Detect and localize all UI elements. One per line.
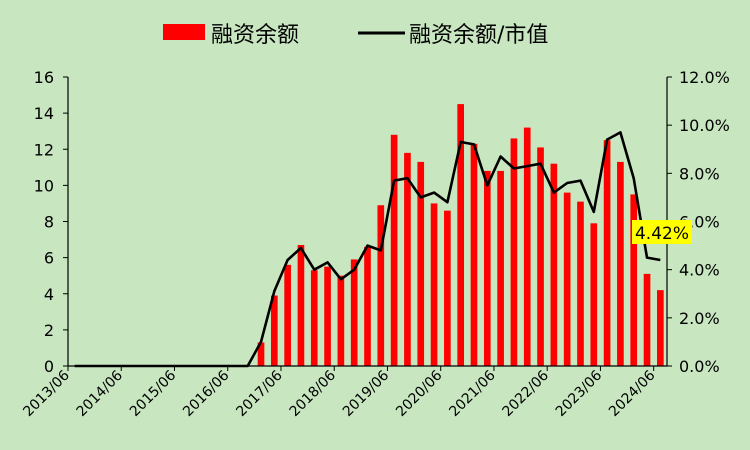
y-left-tick-label: 4 bbox=[44, 285, 54, 304]
ratio-line bbox=[74, 131, 661, 368]
y-left-axis: 0 2 4 6 8 10 12 14 16 bbox=[34, 68, 68, 376]
bar bbox=[497, 170, 504, 366]
bar bbox=[510, 138, 518, 366]
x-tick-label: 2016/06 bbox=[180, 367, 233, 420]
x-tick-label: 2017/06 bbox=[233, 367, 286, 420]
bar bbox=[444, 210, 451, 366]
x-axis: 2013/06 2014/06 2015/06 2016/06 2017/06 2018/… bbox=[20, 366, 659, 420]
x-tick-label: 2022/06 bbox=[500, 367, 553, 420]
bar bbox=[270, 295, 278, 366]
bar bbox=[337, 275, 345, 366]
y-left-tick-label: 12 bbox=[34, 140, 54, 159]
bar bbox=[630, 194, 638, 366]
legend: 融资余额 融资余额/市值 bbox=[163, 23, 548, 48]
bar bbox=[457, 104, 465, 366]
y-left-tick-label: 0 bbox=[44, 357, 54, 376]
bar bbox=[563, 192, 571, 366]
annotation-label: 4.42% bbox=[635, 224, 689, 244]
bar bbox=[590, 223, 598, 366]
y-left-tick-label: 6 bbox=[44, 249, 54, 268]
bar bbox=[297, 244, 305, 366]
bar bbox=[657, 290, 664, 366]
y-right-tick-label: 12.0% bbox=[679, 68, 730, 87]
bar bbox=[324, 266, 331, 366]
line-series bbox=[74, 131, 661, 368]
annotation: 4.42% bbox=[632, 220, 692, 244]
bar bbox=[417, 161, 425, 366]
y-right-tick-label: 10.0% bbox=[679, 116, 730, 135]
bar bbox=[617, 161, 624, 366]
annotation-box bbox=[632, 220, 692, 244]
y-left-tick-label: 16 bbox=[34, 68, 54, 87]
bar bbox=[523, 127, 531, 366]
y-left-tick-label: 2 bbox=[44, 321, 54, 340]
bar bbox=[310, 270, 318, 366]
x-tick-label: 2014/06 bbox=[74, 367, 127, 420]
bar bbox=[550, 163, 558, 366]
bar bbox=[257, 342, 265, 366]
x-tick-label: 2023/06 bbox=[553, 367, 606, 420]
bar bbox=[430, 203, 438, 366]
x-tick-label: 2024/06 bbox=[606, 367, 659, 420]
bar-series bbox=[257, 104, 664, 366]
y-right-tick-label: 4.0% bbox=[679, 261, 720, 280]
bar bbox=[643, 273, 651, 366]
legend-line-label: 融资余额/市值 bbox=[409, 23, 548, 48]
y-right-tick-label: 2.0% bbox=[679, 309, 720, 328]
bar bbox=[603, 140, 611, 366]
y-right-tick-label: 0.0% bbox=[679, 357, 720, 376]
legend-bar-swatch bbox=[163, 24, 205, 40]
x-tick-label: 2015/06 bbox=[127, 367, 180, 420]
bar bbox=[483, 170, 491, 366]
x-tick-label: 2019/06 bbox=[340, 367, 393, 420]
y-left-tick-label: 10 bbox=[34, 176, 54, 195]
bar bbox=[377, 205, 385, 366]
y-left-tick-label: 14 bbox=[34, 104, 54, 123]
bar bbox=[577, 201, 584, 366]
bar bbox=[537, 147, 544, 366]
bar bbox=[284, 264, 291, 366]
bar bbox=[364, 246, 371, 366]
x-tick-label: 2021/06 bbox=[446, 367, 499, 420]
bar bbox=[404, 152, 411, 366]
bar bbox=[350, 259, 358, 366]
legend-bar-label: 融资余额 bbox=[211, 23, 299, 48]
y-right-tick-label: 8.0% bbox=[679, 164, 720, 183]
y-left-tick-label: 8 bbox=[44, 213, 54, 232]
x-tick-label: 2020/06 bbox=[393, 367, 446, 420]
bar bbox=[470, 143, 478, 366]
bar bbox=[390, 134, 398, 366]
x-tick-label: 2018/06 bbox=[287, 367, 340, 420]
